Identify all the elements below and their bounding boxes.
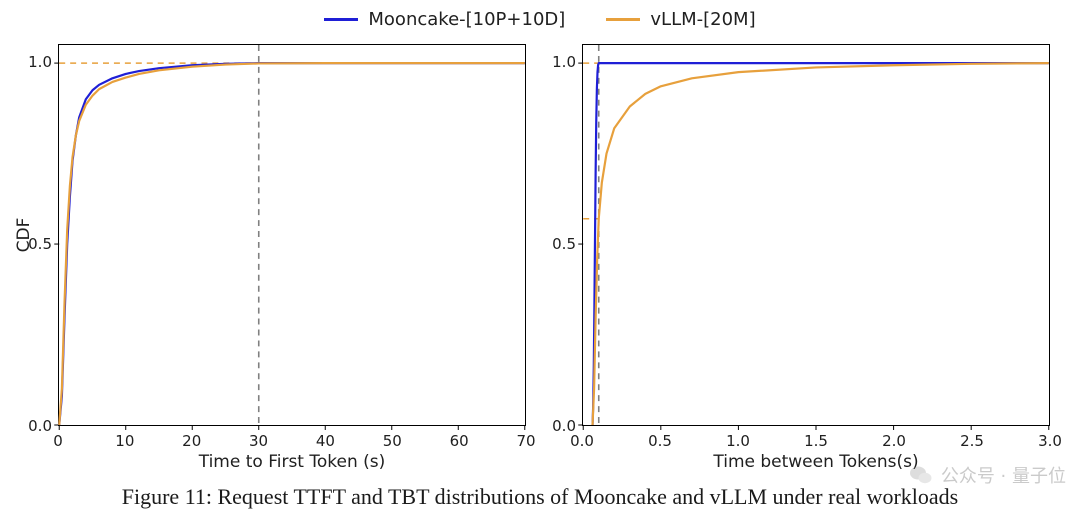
legend-item-mooncake: Mooncake-[10P+10D] [324,9,565,30]
right-plot-area [582,44,1050,426]
right-plot-svg [583,45,1049,425]
series-Mooncake-[10P+10D] [593,63,1049,425]
xtick-label: 10 [115,432,134,450]
series-vLLM-[20M] [593,63,1049,425]
xtick-label: 3.0 [1038,432,1062,450]
xtick-label: 2.0 [882,432,906,450]
xtick-label: 60 [450,432,469,450]
ytick-label: 0.5 [548,235,576,253]
legend-swatch-mooncake [324,18,358,21]
figure-caption: Figure 11: Request TTFT and TBT distribu… [0,484,1080,510]
xtick-label: 50 [383,432,402,450]
ytick-label: 0.0 [548,417,576,435]
xtick-label: 0 [53,432,63,450]
left-plot-area [58,44,526,426]
legend-label-mooncake: Mooncake-[10P+10D] [368,9,565,30]
xtick-label: 2.5 [960,432,984,450]
legend-label-vllm: vLLM-[20M] [650,9,755,30]
xtick-label: 0.5 [648,432,672,450]
left-xlabel: Time to First Token (s) [199,452,386,472]
xtick-label: 20 [182,432,201,450]
xtick-label: 40 [316,432,335,450]
legend-swatch-vllm [606,18,640,21]
ytick-label: 1.0 [24,53,52,71]
ytick-label: 1.0 [548,53,576,71]
xtick-label: 30 [249,432,268,450]
left-plot-svg [59,45,525,425]
ytick-label: 0.5 [24,235,52,253]
figure-root: Mooncake-[10P+10D] vLLM-[20M] CDF Time t… [0,0,1080,516]
right-xlabel: Time between Tokens(s) [713,452,918,472]
series-Mooncake-[10P+10D] [59,63,525,425]
legend: Mooncake-[10P+10D] vLLM-[20M] [0,6,1080,30]
legend-item-vllm: vLLM-[20M] [606,9,755,30]
xtick-label: 70 [516,432,535,450]
xtick-label: 1.5 [804,432,828,450]
xtick-label: 1.0 [726,432,750,450]
ytick-label: 0.0 [24,417,52,435]
series-vLLM-[20M] [59,63,525,425]
